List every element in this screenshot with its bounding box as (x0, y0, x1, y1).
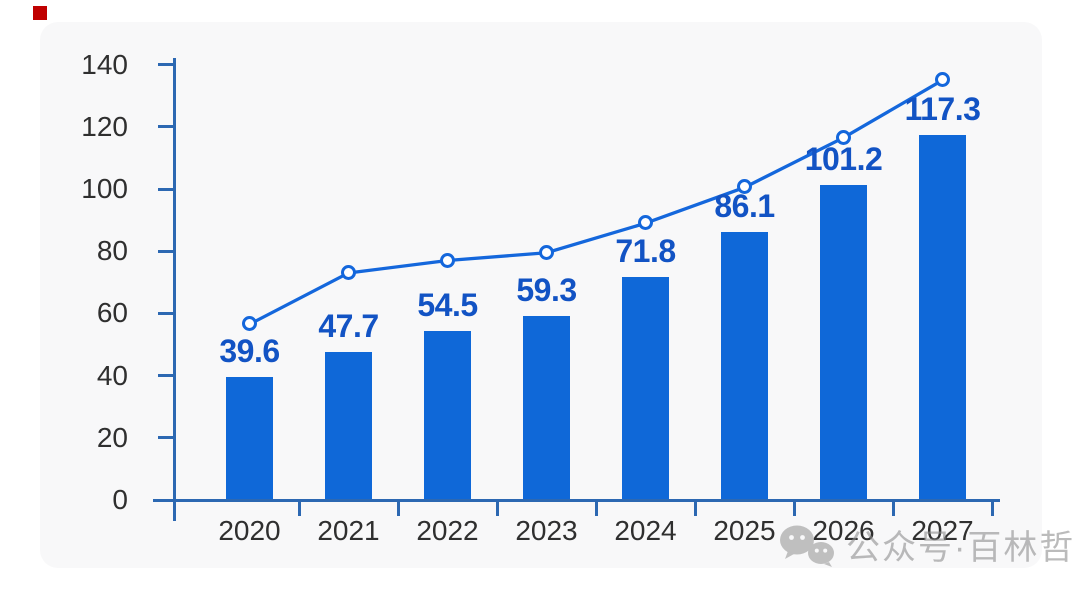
y-tick-label: 80 (96, 235, 128, 267)
y-tick-mark (158, 187, 174, 191)
x-tick-mark (594, 500, 598, 516)
y-tick-label: 60 (96, 297, 128, 329)
y-tick-mark (158, 311, 174, 315)
bar (622, 276, 669, 500)
y-tick-label: 0 (112, 484, 128, 515)
bar-data-label: 86.1 (714, 188, 775, 225)
bar (226, 376, 273, 500)
y-tick-label: 140 (81, 48, 128, 80)
watermark: 公众号·百林哲 (778, 520, 1075, 569)
x-axis-line (153, 499, 1000, 502)
y-tick-mark (158, 63, 174, 67)
line-marker-open-circle (439, 252, 455, 268)
y-tick-mark (158, 436, 174, 440)
bar (424, 330, 471, 500)
y-tick-label: 20 (96, 421, 128, 453)
line-marker-open-circle (241, 316, 257, 332)
bar-data-label: 101.2 (804, 141, 883, 178)
line-marker-open-circle (934, 72, 950, 88)
y-tick-mark (158, 498, 174, 502)
x-tick-mark (693, 500, 697, 516)
y-tick-label: 100 (81, 173, 128, 204)
watermark-text: 公众号·百林哲 (846, 529, 1076, 567)
red-square-decoration (33, 6, 47, 20)
x-tick-mark (297, 500, 301, 516)
x-category-label: 2022 (416, 515, 479, 546)
y-tick-mark (158, 374, 174, 378)
y-axis-line (173, 58, 176, 521)
wechat-bubbles-icon (780, 525, 834, 567)
y-tick-mark (158, 125, 174, 129)
bar-data-label: 71.8 (615, 232, 676, 269)
bar-data-label: 117.3 (904, 91, 981, 128)
line-marker-open-circle (538, 244, 554, 260)
line-marker-open-circle (637, 215, 653, 231)
bar (721, 232, 768, 500)
bar (919, 135, 966, 500)
x-tick-mark (396, 500, 400, 516)
x-category-label: 2023 (515, 515, 578, 546)
x-category-label: 2021 (317, 515, 380, 546)
x-category-label: 2020 (218, 515, 281, 546)
line-marker-open-circle (340, 264, 356, 280)
x-tick-mark (792, 500, 796, 516)
bar (820, 185, 867, 500)
x-category-label: 2026 (812, 515, 875, 546)
y-tick-mark (158, 249, 174, 253)
x-tick-mark (495, 500, 499, 516)
bar (523, 315, 570, 500)
x-tick-mark (891, 500, 895, 516)
y-tick-label: 120 (81, 110, 128, 142)
y-tick-label: 40 (96, 359, 128, 391)
x-tick-mark (990, 500, 994, 516)
bar (325, 351, 372, 500)
x-category-label: 2027 (911, 515, 974, 546)
bar-data-label: 39.6 (219, 332, 280, 369)
bar-data-label: 59.3 (516, 271, 577, 308)
x-category-label: 2024 (614, 515, 677, 546)
x-category-label: 2025 (713, 515, 776, 546)
